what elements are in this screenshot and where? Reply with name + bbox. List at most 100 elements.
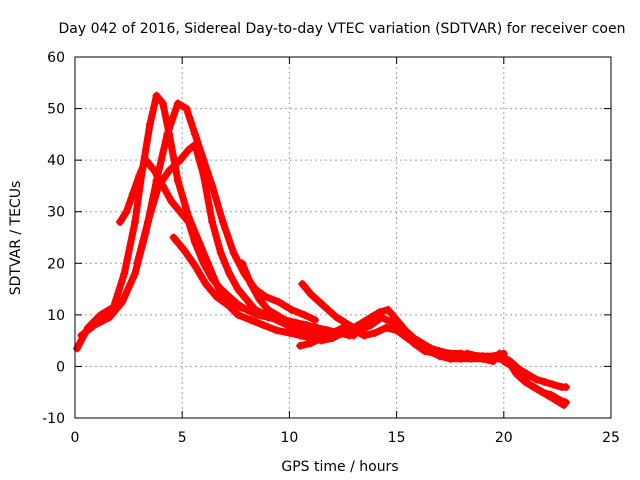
series-line: [500, 357, 568, 409]
data-point: [418, 339, 427, 348]
data-point: [141, 156, 150, 165]
data-point: [176, 156, 185, 165]
data-point: [131, 218, 140, 227]
data-point: [184, 145, 193, 154]
data-point: [169, 233, 178, 242]
data-point: [128, 189, 137, 198]
data-point: [233, 310, 242, 319]
data-point: [263, 305, 272, 314]
data-point: [525, 380, 534, 389]
data-point: [246, 316, 255, 325]
data-point: [317, 334, 326, 343]
data-point: [298, 279, 307, 288]
data-point: [435, 346, 444, 355]
data-point: [122, 207, 131, 216]
y-tick-label: 40: [47, 153, 65, 169]
data-point: [223, 300, 232, 309]
data-point: [285, 328, 294, 337]
series-line: [170, 234, 274, 319]
data-point: [173, 99, 182, 108]
data-series: [73, 91, 570, 410]
data-point: [306, 290, 315, 299]
data-point: [182, 104, 191, 113]
y-tick-label: 30: [47, 205, 65, 221]
data-point: [375, 308, 384, 317]
x-tick-label: 15: [388, 430, 406, 446]
x-axis-label: GPS time / hours: [281, 459, 398, 475]
data-point: [152, 91, 161, 100]
data-point: [306, 339, 315, 348]
data-point: [360, 331, 369, 340]
data-point: [133, 259, 142, 268]
data-point: [167, 197, 176, 206]
data-point: [246, 279, 255, 288]
data-point: [478, 352, 487, 361]
data-point: [315, 297, 324, 306]
x-tick-label: 5: [178, 430, 187, 446]
chart-title: Day 042 of 2016, Sidereal Day-to-day VTE…: [59, 21, 626, 37]
data-point: [233, 285, 242, 294]
data-point: [135, 171, 144, 180]
data-point: [180, 246, 189, 255]
data-point: [311, 316, 320, 325]
data-point: [244, 305, 253, 314]
data-point: [238, 259, 247, 268]
data-point: [131, 269, 140, 278]
y-tick-label: -10: [42, 411, 65, 427]
y-axis-label: SDTVAR / TECUs: [8, 181, 24, 296]
data-point: [146, 120, 155, 129]
data-point: [201, 279, 210, 288]
data-point: [371, 328, 380, 337]
data-point: [216, 285, 225, 294]
data-point: [499, 357, 508, 366]
data-point: [523, 370, 532, 379]
series-sat-h: [298, 279, 508, 361]
grid-lines: [75, 57, 611, 418]
data-point: [225, 292, 234, 301]
data-point: [208, 181, 217, 190]
y-tick-label: 20: [47, 256, 65, 272]
data-point: [287, 305, 296, 314]
data-point: [208, 218, 217, 227]
data-point: [332, 313, 341, 322]
data-point: [384, 305, 393, 314]
x-tick-label: 20: [495, 430, 513, 446]
data-point: [467, 352, 476, 361]
y-tick-label: 10: [47, 308, 65, 324]
data-point: [184, 218, 193, 227]
data-point: [272, 326, 281, 335]
series-line: [298, 280, 508, 360]
data-point: [296, 341, 305, 350]
data-point: [392, 326, 401, 335]
data-point: [73, 344, 82, 353]
data-point: [549, 380, 558, 389]
data-point: [229, 248, 238, 257]
data-point: [199, 259, 208, 268]
data-point: [105, 313, 114, 322]
y-tick-label: 60: [47, 50, 65, 66]
data-point: [259, 321, 268, 330]
data-point: [489, 352, 498, 361]
data-point: [225, 269, 234, 278]
data-point: [173, 176, 182, 185]
data-point: [392, 316, 401, 325]
data-point: [531, 375, 540, 384]
y-tick-label: 50: [47, 102, 65, 118]
data-point: [313, 323, 322, 332]
data-point: [358, 318, 367, 327]
data-point: [233, 303, 242, 312]
data-point: [366, 321, 375, 330]
data-point: [300, 310, 309, 319]
data-point: [116, 218, 125, 227]
data-point: [216, 248, 225, 257]
x-tick-label: 0: [71, 430, 80, 446]
data-point: [77, 331, 86, 340]
data-point: [191, 238, 200, 247]
data-point: [456, 349, 465, 358]
data-point: [328, 328, 337, 337]
data-point: [302, 321, 311, 330]
series-sat-k: [499, 357, 568, 410]
data-point: [446, 349, 455, 358]
x-tick-label: 25: [602, 430, 620, 446]
